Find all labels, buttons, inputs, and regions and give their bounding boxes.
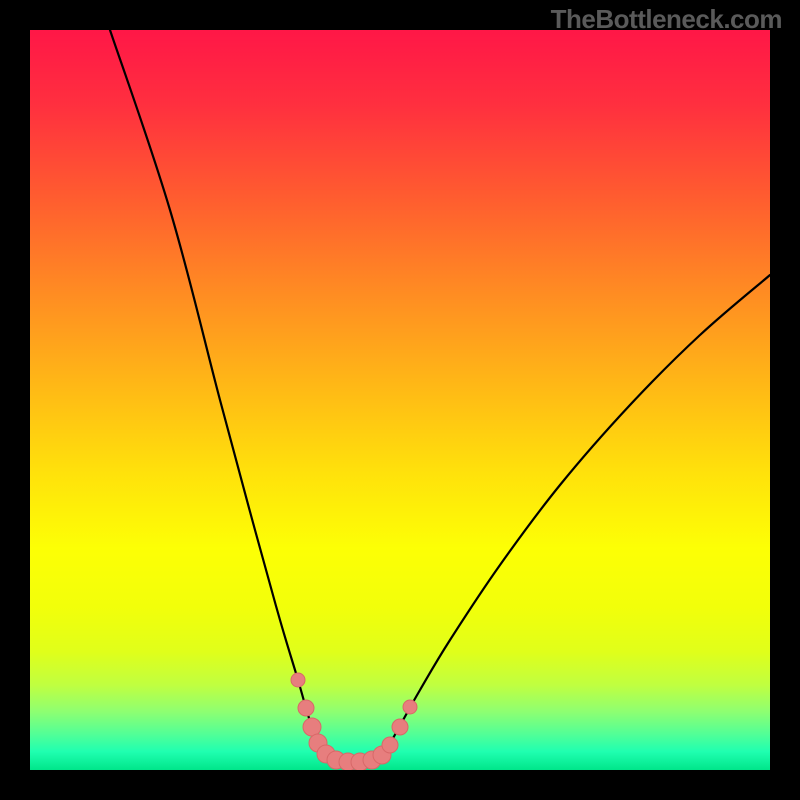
data-marker — [403, 700, 417, 714]
plot-area — [30, 30, 770, 770]
data-marker — [291, 673, 305, 687]
watermark-text: TheBottleneck.com — [551, 4, 782, 35]
curve-left — [110, 30, 324, 752]
curve-layer — [30, 30, 770, 770]
data-marker — [382, 737, 398, 753]
data-marker — [392, 719, 408, 735]
data-marker — [303, 718, 321, 736]
curve-right — [385, 275, 770, 752]
chart-container: TheBottleneck.com — [0, 0, 800, 800]
data-marker — [298, 700, 314, 716]
